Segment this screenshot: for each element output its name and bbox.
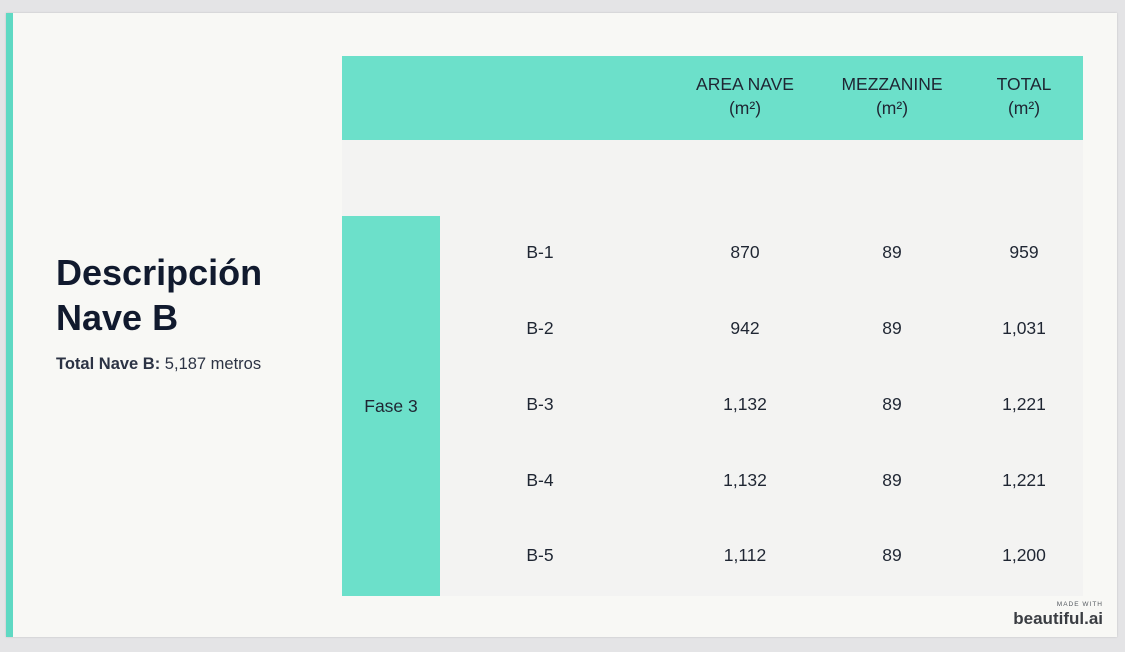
- row-2-total: 1,031: [1002, 318, 1046, 338]
- total-label: Total Nave B:: [56, 355, 161, 373]
- row-5-name: B-5: [526, 545, 554, 565]
- header-total-unit: (m²): [1007, 98, 1041, 118]
- beautiful-ai-badge[interactable]: MADE WITH beautiful.ai: [1013, 601, 1103, 629]
- row-1-name: B-1: [526, 242, 554, 262]
- row-4-total: 1,221: [1002, 470, 1046, 490]
- row-2-mezzanine: 89: [882, 318, 902, 338]
- title-line-2: Nave B: [56, 297, 179, 338]
- row-5-total: 1,200: [1002, 545, 1046, 565]
- made-with-label: MADE WITH: [1056, 601, 1103, 608]
- header-area-nave-unit: (m²): [728, 98, 762, 118]
- table-header: AREA NAVE (m²) MEZZANINE (m²) TOTAL (m²): [342, 56, 1083, 140]
- row-2-name: B-2: [526, 318, 554, 338]
- phase-cell: Fase 3: [342, 216, 440, 596]
- header-total: TOTAL (m²): [974, 72, 1074, 120]
- row-4-mezzanine: 89: [882, 470, 902, 490]
- row-5-area: 1,112: [723, 545, 767, 565]
- total-summary: Total Nave B: 5,187 metros: [56, 354, 276, 375]
- row-3-name: B-3: [526, 394, 554, 414]
- beautiful-ai-logo: beautiful.ai: [1013, 609, 1103, 628]
- page-title: Descripción Nave B: [56, 250, 316, 340]
- title-line-1: Descripción: [56, 252, 263, 293]
- header-area-nave-label: AREA NAVE: [696, 74, 794, 94]
- total-value: 5,187 metros: [160, 355, 262, 373]
- nave-table: AREA NAVE (m²) MEZZANINE (m²) TOTAL (m²)…: [342, 56, 1083, 596]
- row-3-area: 1,132: [723, 394, 767, 414]
- phase-label: Fase 3: [364, 395, 418, 416]
- row-3-total: 1,221: [1002, 394, 1046, 414]
- row-3-mezzanine: 89: [882, 394, 902, 414]
- header-total-label: TOTAL: [996, 74, 1052, 94]
- header-mezzanine-unit: (m²): [875, 98, 909, 118]
- row-5-mezzanine: 89: [882, 545, 902, 565]
- row-1-mezzanine: 89: [882, 242, 902, 262]
- row-1-total: 959: [1009, 242, 1039, 262]
- header-area-nave: AREA NAVE (m²): [679, 72, 811, 120]
- row-4-name: B-4: [526, 470, 554, 490]
- header-mezzanine-label: MEZZANINE: [841, 74, 943, 94]
- row-1-area: 870: [730, 242, 760, 262]
- header-mezzanine: MEZZANINE (m²): [826, 72, 958, 120]
- row-2-area: 942: [730, 318, 760, 338]
- slide: Descripción Nave B Total Nave B: 5,187 m…: [6, 13, 1117, 637]
- row-4-area: 1,132: [723, 470, 767, 490]
